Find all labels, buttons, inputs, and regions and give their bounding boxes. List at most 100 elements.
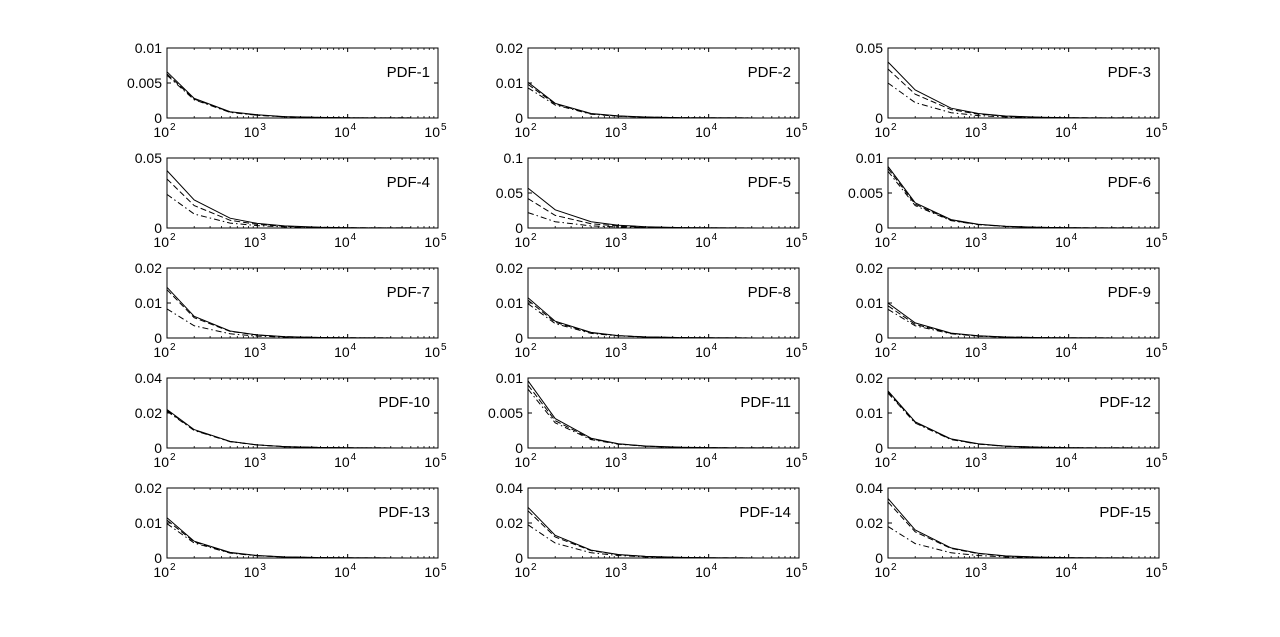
- x-tick-label: 10: [605, 344, 621, 360]
- x-tick-exponent: 5: [441, 562, 447, 573]
- series-line-3: [527, 87, 772, 119]
- x-tick-label: 10: [153, 344, 169, 360]
- series-line-2: [166, 73, 411, 119]
- x-tick-label: 10: [334, 564, 350, 580]
- series-line-3: [887, 82, 1132, 119]
- series-line-1: [887, 498, 1132, 559]
- x-tick-exponent: 3: [621, 342, 627, 353]
- axes-box: [887, 47, 1160, 119]
- x-tick-exponent: 5: [802, 122, 808, 133]
- axes-box: [527, 267, 800, 339]
- subplot-title: PDF-10: [378, 394, 430, 411]
- x-tick-exponent: 4: [351, 562, 357, 573]
- x-tick-exponent: 4: [351, 232, 357, 243]
- x-tick-label: 10: [424, 454, 440, 470]
- y-tick-label: 0: [875, 440, 883, 456]
- y-tick-label: 0: [154, 440, 162, 456]
- x-tick-label: 10: [605, 234, 621, 250]
- x-tick-label: 10: [605, 124, 621, 140]
- series-line-2: [887, 305, 1132, 339]
- x-tick-exponent: 3: [260, 452, 266, 463]
- x-tick-label: 10: [514, 454, 530, 470]
- y-tick-label: 0.02: [135, 405, 162, 421]
- x-tick-label: 10: [1145, 234, 1161, 250]
- x-tick-label: 10: [965, 344, 981, 360]
- y-tick-label: 0.1: [504, 150, 524, 166]
- x-tick-exponent: 3: [981, 342, 987, 353]
- y-tick-label: 0.05: [135, 150, 162, 166]
- y-tick-label: 0.005: [848, 185, 883, 201]
- axes-box: [166, 47, 439, 119]
- x-tick-exponent: 5: [802, 452, 808, 463]
- x-tick-label: 10: [153, 454, 169, 470]
- subplot-title: PDF-9: [1108, 284, 1151, 301]
- series-line-2: [887, 168, 1132, 229]
- x-tick-label: 10: [874, 124, 890, 140]
- y-tick-label: 0: [154, 550, 162, 566]
- y-tick-label: 0.04: [496, 480, 523, 496]
- x-tick-label: 10: [244, 344, 260, 360]
- axes-box: [166, 377, 439, 449]
- x-tick-exponent: 3: [981, 232, 987, 243]
- series-line-1: [166, 71, 411, 119]
- subplot-title: PDF-14: [739, 504, 791, 521]
- x-tick-label: 10: [965, 124, 981, 140]
- x-tick-label: 10: [785, 234, 801, 250]
- x-tick-exponent: 3: [621, 122, 627, 133]
- x-tick-exponent: 5: [802, 232, 808, 243]
- x-tick-label: 10: [424, 234, 440, 250]
- series-line-3: [887, 392, 1132, 449]
- series-line-2: [887, 501, 1132, 559]
- x-tick-label: 10: [1145, 124, 1161, 140]
- x-tick-label: 10: [874, 344, 890, 360]
- series-line-2: [527, 384, 772, 449]
- y-tick-label: 0.02: [856, 260, 883, 276]
- axes-box: [527, 377, 800, 449]
- x-tick-exponent: 5: [802, 342, 808, 353]
- x-tick-exponent: 4: [1072, 562, 1078, 573]
- x-tick-exponent: 3: [621, 232, 627, 243]
- x-tick-label: 10: [1145, 344, 1161, 360]
- series-line-3: [166, 308, 411, 339]
- x-tick-label: 10: [334, 344, 350, 360]
- y-tick-label: 0.02: [496, 40, 523, 56]
- x-tick-label: 10: [1055, 124, 1071, 140]
- x-tick-exponent: 4: [1072, 232, 1078, 243]
- x-tick-label: 10: [153, 564, 169, 580]
- x-tick-exponent: 5: [441, 342, 447, 353]
- series-line-2: [527, 510, 772, 559]
- y-tick-label: 0.01: [496, 295, 523, 311]
- series-line-1: [887, 166, 1132, 229]
- axes-box: [166, 267, 439, 339]
- y-tick-label: 0: [154, 330, 162, 346]
- subplot-title: PDF-3: [1108, 64, 1151, 81]
- x-tick-exponent: 4: [1072, 452, 1078, 463]
- y-tick-label: 0.01: [856, 295, 883, 311]
- x-tick-exponent: 5: [441, 122, 447, 133]
- x-tick-exponent: 5: [1162, 232, 1168, 243]
- x-tick-exponent: 5: [1162, 122, 1168, 133]
- x-tick-label: 10: [874, 454, 890, 470]
- x-tick-label: 10: [244, 124, 260, 140]
- x-tick-exponent: 2: [170, 232, 176, 243]
- series-line-3: [527, 524, 772, 559]
- y-tick-label: 0.01: [135, 515, 162, 531]
- subplot-title: PDF-7: [387, 284, 430, 301]
- subplot-title: PDF-1: [387, 64, 430, 81]
- x-tick-exponent: 4: [351, 452, 357, 463]
- x-tick-exponent: 2: [170, 342, 176, 353]
- axes-box: [887, 377, 1160, 449]
- x-tick-label: 10: [334, 234, 350, 250]
- x-tick-exponent: 3: [260, 232, 266, 243]
- y-tick-label: 0.02: [135, 260, 162, 276]
- x-tick-exponent: 2: [531, 452, 537, 463]
- x-tick-label: 10: [605, 564, 621, 580]
- x-tick-label: 10: [244, 454, 260, 470]
- x-tick-label: 10: [1055, 564, 1071, 580]
- x-tick-exponent: 4: [1072, 122, 1078, 133]
